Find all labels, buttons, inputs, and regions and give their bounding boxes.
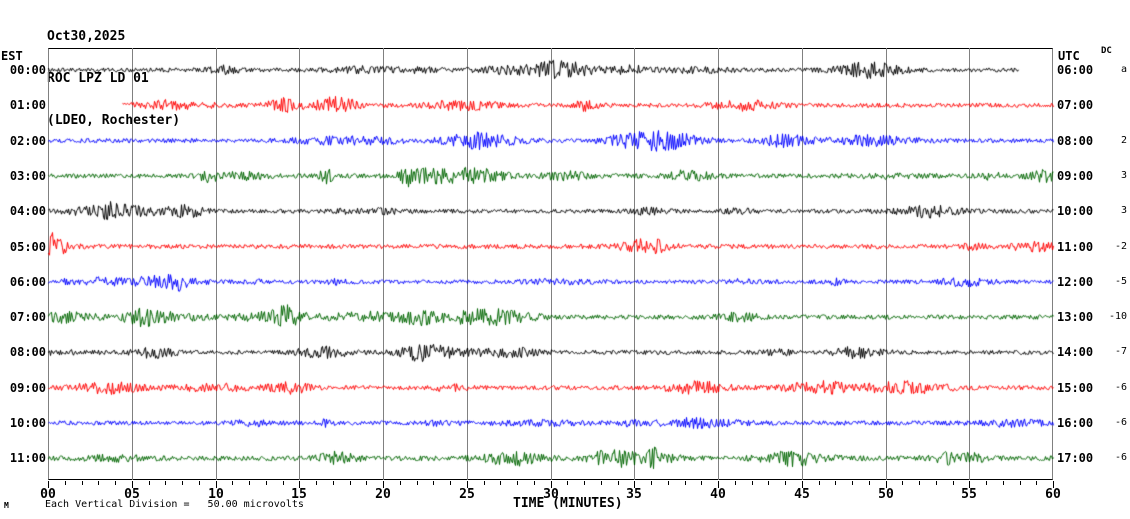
utc-time-label: 11:00	[1057, 240, 1094, 254]
est-time-label: 01:00	[9, 98, 46, 112]
est-time-label: 08:00	[9, 345, 46, 359]
utc-time-label: 10:00	[1057, 204, 1094, 218]
utc-time-label: 06:00	[1057, 63, 1094, 77]
x-tick-label-40: 40	[710, 487, 726, 502]
est-time-label: 06:00	[9, 275, 46, 289]
dc-value: -5	[1114, 276, 1127, 287]
dc-value: -7	[1114, 346, 1127, 357]
est-time-label: 09:00	[9, 381, 46, 395]
x-tick-label-45: 45	[794, 487, 810, 502]
est-time-label: 00:00	[9, 63, 46, 77]
utc-time-label: 15:00	[1057, 381, 1094, 395]
est-time-label: 03:00	[9, 169, 46, 183]
est-time-label: 11:00	[9, 451, 46, 465]
dc-value: 3	[1120, 205, 1127, 216]
x-tick-label-60: 60	[1045, 487, 1061, 502]
x-axis-title: TIME (MINUTES)	[513, 496, 623, 511]
dc-value: -2	[1114, 241, 1127, 252]
scale-note: Each Vertical Division = 50.00 microvolt…	[45, 499, 304, 510]
dc-value: 3	[1120, 170, 1127, 181]
dc-value: -10	[1108, 311, 1127, 322]
x-tick-label-50: 50	[878, 487, 894, 502]
x-tick-label-00: 00	[40, 487, 56, 502]
dc-value: -6	[1114, 382, 1127, 393]
utc-time-label: 14:00	[1057, 345, 1094, 359]
x-tick-label-55: 55	[961, 487, 977, 502]
x-tick-label-10: 10	[208, 487, 224, 502]
utc-time-label: 17:00	[1057, 451, 1094, 465]
utc-time-label: 07:00	[1057, 98, 1094, 112]
est-time-label: 05:00	[9, 240, 46, 254]
x-tick-label-25: 25	[459, 487, 475, 502]
utc-time-label: 08:00	[1057, 134, 1094, 148]
utc-time-label: 09:00	[1057, 169, 1094, 183]
x-tick-label-35: 35	[626, 487, 642, 502]
est-time-label: 07:00	[9, 310, 46, 324]
x-tick-label-30: 30	[543, 487, 559, 502]
utc-time-label: 13:00	[1057, 310, 1094, 324]
x-tick-label-20: 20	[375, 487, 391, 502]
dc-value: -6	[1114, 417, 1127, 428]
dc-value: a	[1120, 64, 1127, 75]
est-time-label: 04:00	[9, 204, 46, 218]
dc-value: -6	[1114, 452, 1127, 463]
est-time-label: 10:00	[9, 416, 46, 430]
footer-marker: M	[4, 501, 9, 510]
x-tick-label-15: 15	[291, 487, 307, 502]
x-tick-label-05: 05	[124, 487, 140, 502]
utc-time-label: 12:00	[1057, 275, 1094, 289]
utc-time-label: 16:00	[1057, 416, 1094, 430]
est-time-label: 02:00	[9, 134, 46, 148]
dc-value: 2	[1120, 135, 1127, 146]
